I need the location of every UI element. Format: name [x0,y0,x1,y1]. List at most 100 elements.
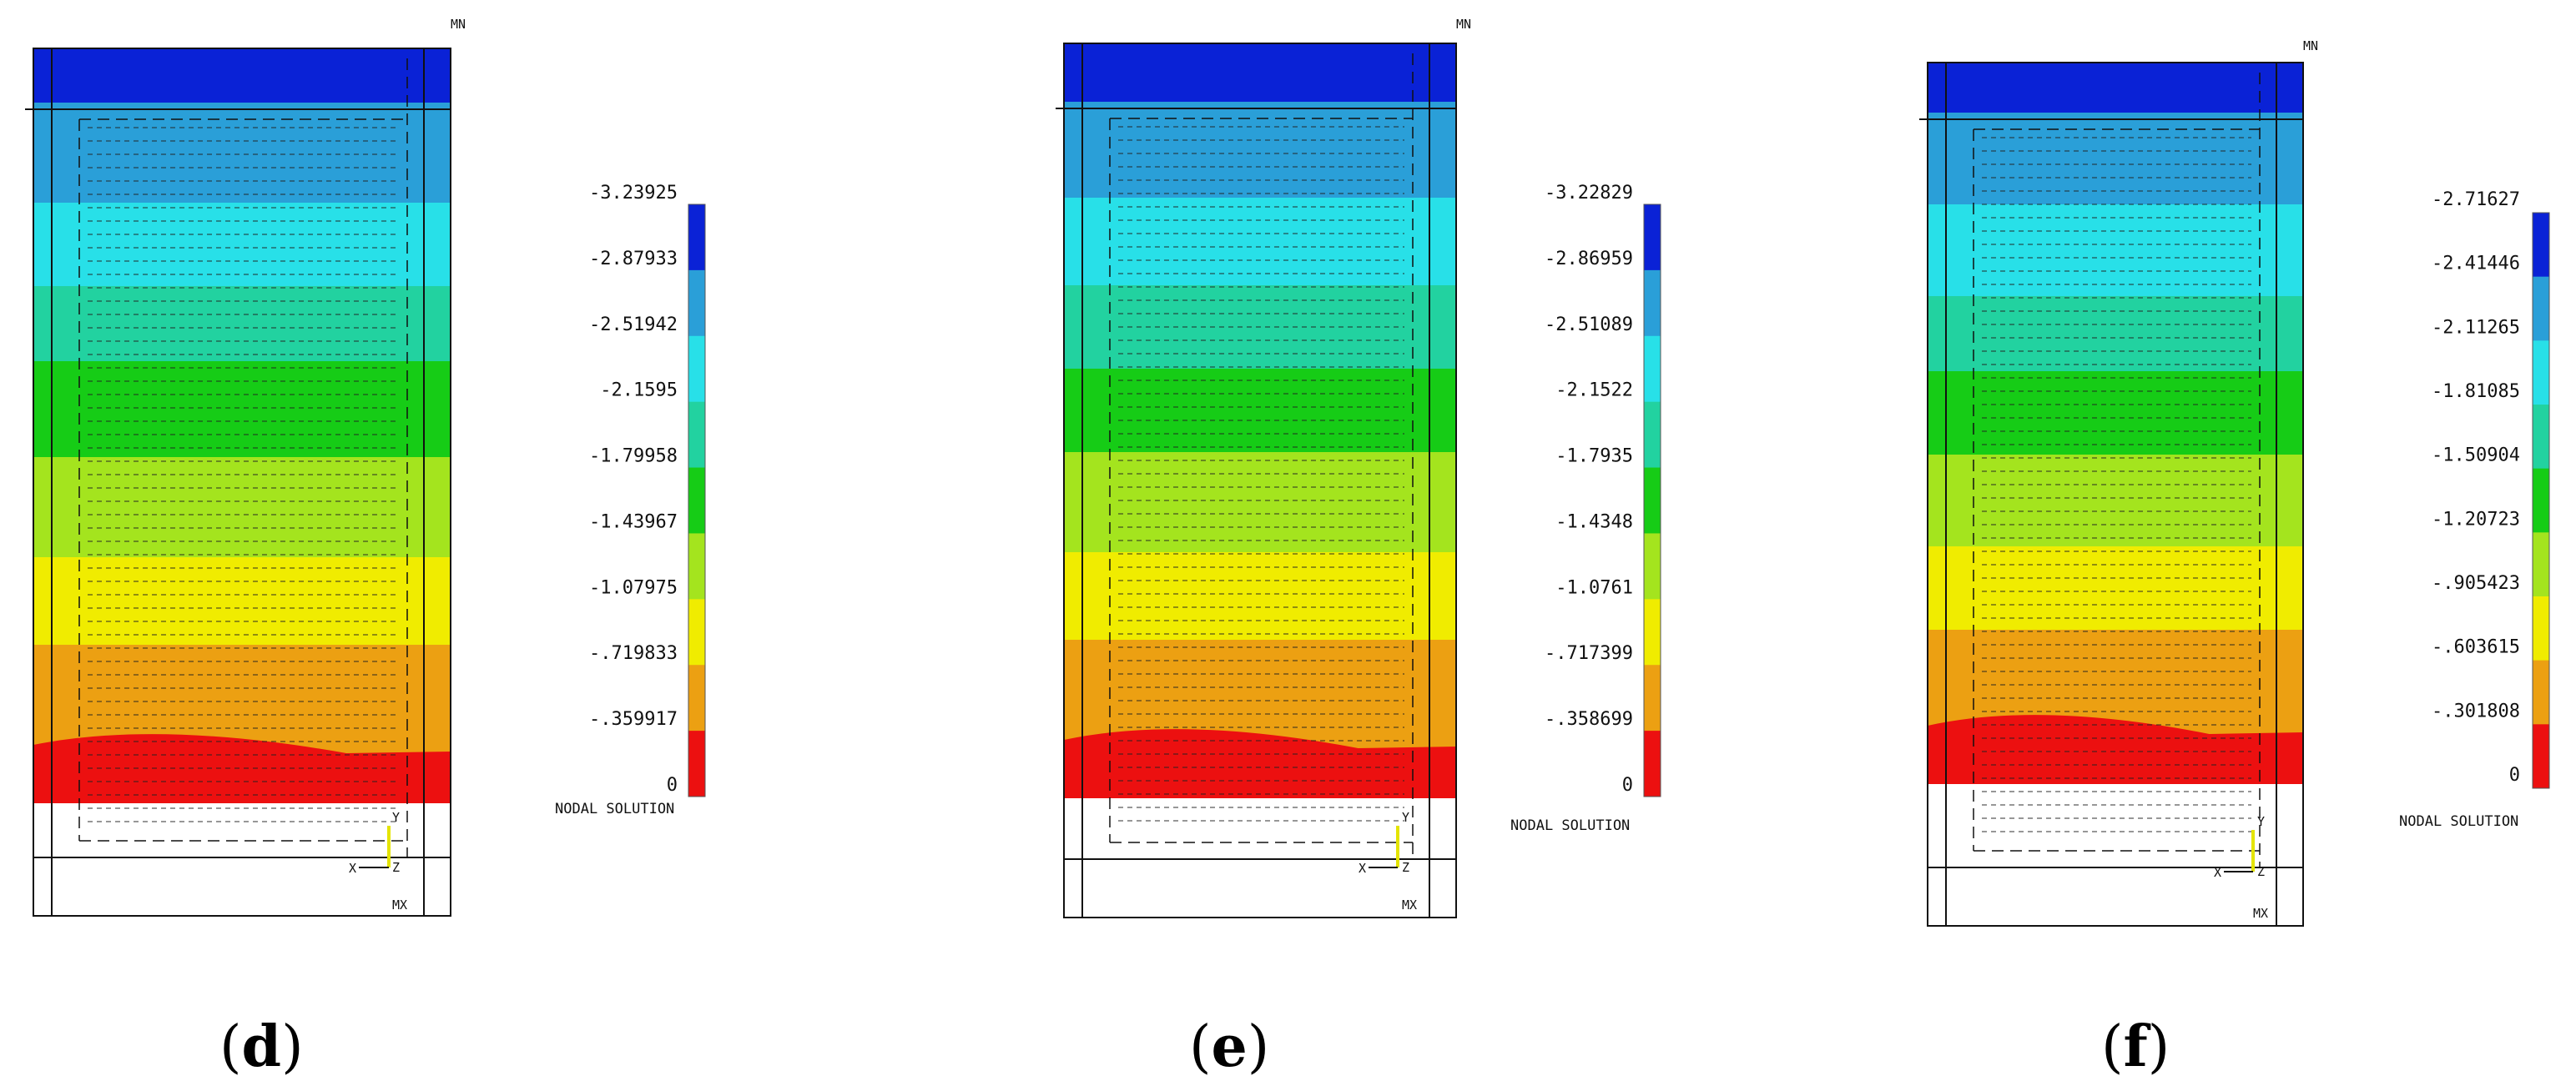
axis-label-x-e: X [1359,861,1366,876]
contour-band-d-8 [33,645,451,728]
panel-d: MN MX Y X Z -3.23925 -2.87933 -2.51942 -2.1… [25,17,706,1076]
legend-value-e-2: -2.51089 [1545,314,1633,335]
axis-label-x-d: X [349,861,356,876]
contour-band-f-4 [1928,296,2303,371]
contour-band-e-1 [1064,43,1456,102]
caption-d: (d) [219,1013,304,1076]
contour-band-d-5 [33,361,451,457]
legend-value-e-1: -2.86959 [1545,249,1633,269]
frame-outer-f [1927,62,2304,927]
max-marker-e: MN [1456,17,1471,32]
legend-value-e-5: -1.4348 [1555,511,1633,532]
legend-swatch-d-9 [688,731,705,797]
legend-swatch-f-7 [2533,596,2549,661]
plate-lines-d [88,127,399,822]
contour-plot-e [1056,43,1457,918]
legend-swatch-e-3 [1644,335,1661,403]
contour-band-d-4 [33,286,451,361]
contour-band-f-1 [1928,63,2303,113]
contour-boundary-e [1064,723,1456,748]
legend-swatch-e-4 [1644,401,1661,469]
contour-band-d-2 [33,103,451,203]
legend-swatch-d-3 [688,335,705,403]
min-marker-d: MX [392,898,407,913]
legend-value-f-7: -.603615 [2432,637,2520,658]
legend-value-e-9: 0 [1622,775,1633,796]
contour-band-d-6 [33,457,451,557]
legend-swatch-d-2 [688,269,705,337]
contour-plot-f [1919,62,2304,927]
legend-value-f-4: -1.50904 [2432,445,2520,466]
contour-band-e-5 [1064,369,1456,452]
legend-swatch-f-5 [2533,468,2549,533]
legend-value-f-2: -2.11265 [2432,317,2520,338]
axis-label-z-d: Z [392,860,400,875]
legend-value-f-0: -2.71627 [2432,189,2520,210]
contour-band-f-8 [1928,630,2303,709]
contour-band-f-5 [1928,371,2303,455]
legend-swatch-e-8 [1644,665,1661,732]
legend-swatch-f-8 [2533,660,2549,725]
legend-title-f: NODAL SOLUTION [2399,813,2518,830]
legend-swatch-e-9 [1644,731,1661,797]
legend-swatch-e-2 [1644,269,1661,337]
min-marker-f: MX [2253,906,2268,921]
contour-band-d-7 [33,557,451,645]
legend-value-d-5: -1.43967 [589,511,678,532]
legend-swatch-f-3 [2533,340,2549,405]
legend-value-f-1: -2.41446 [2432,254,2520,274]
legend-swatch-f-4 [2533,405,2549,470]
legend-value-f-5: -1.20723 [2432,509,2520,530]
legend-swatch-d-4 [688,401,705,469]
contour-band-f-6 [1928,455,2303,546]
legend-value-e-3: -2.1522 [1555,380,1633,401]
legend-value-d-0: -3.23925 [589,183,678,204]
caption-e: (e) [1189,1013,1269,1076]
contour-band-e-3 [1064,198,1456,285]
legend-swatch-d-1 [688,204,705,271]
panel-e: MN MX Y X Z -3.22829 -2.86959 -2.51089 -2.1… [1056,17,1661,1076]
legend-value-d-3: -2.1595 [600,380,678,401]
legend-swatch-e-5 [1644,467,1661,534]
axis-triad-d: Y X Z [349,810,400,876]
legend-swatch-e-6 [1644,533,1661,600]
legend-title-e: NODAL SOLUTION [1510,817,1630,834]
legend-swatch-d-5 [688,467,705,534]
contour-plot-d [25,48,451,917]
legend-value-d-2: -2.51942 [589,314,678,335]
color-legend-d: -3.23925 -2.87933 -2.51942 -2.1595 -1.79958 -… [555,183,706,817]
legend-value-e-4: -1.7935 [1555,446,1633,467]
frame-outer-d [33,48,451,917]
legend-swatch-f-6 [2533,532,2549,597]
legend-value-e-0: -3.22829 [1545,183,1633,204]
axis-triad-e: Y X Z [1359,810,1409,876]
legend-value-f-6: -.905423 [2432,573,2520,594]
contour-band-e-2 [1064,102,1456,198]
axis-label-y-f: Y [2257,814,2265,829]
legend-value-f-8: -.301808 [2432,701,2520,722]
axis-label-x-f: X [2214,865,2221,880]
plate-lines-e [1118,126,1404,822]
contour-band-e-6 [1064,452,1456,552]
legend-value-e-6: -1.0761 [1555,577,1633,598]
panel-f: MN MX Y X Z -2.71627 -2.41446 -2.11265 -1.8… [1919,38,2550,1076]
legend-value-f-9: 0 [2509,765,2520,786]
plate-lines-f [1982,137,2251,832]
legend-swatch-d-7 [688,599,705,666]
contour-band-e-8 [1064,640,1456,723]
legend-title-d: NODAL SOLUTION [555,801,674,817]
contour-band-f-7 [1928,546,2303,630]
legend-swatch-f-1 [2533,213,2549,278]
max-marker-f: MN [2303,38,2318,53]
legend-swatch-e-1 [1644,204,1661,271]
legend-value-d-9: 0 [667,775,678,796]
min-marker-e: MX [1402,898,1417,913]
contour-band-d-3 [33,203,451,286]
max-marker-d: MN [451,17,466,32]
axis-label-z-f: Z [2257,864,2265,879]
color-legend-f: -2.71627 -2.41446 -2.11265 -1.81085 -1.50904… [2399,189,2550,830]
legend-value-e-8: -.358699 [1545,709,1633,730]
contour-band-f-3 [1928,204,2303,296]
contour-boundary-d [33,728,451,753]
legend-value-f-3: -1.81085 [2432,381,2520,402]
